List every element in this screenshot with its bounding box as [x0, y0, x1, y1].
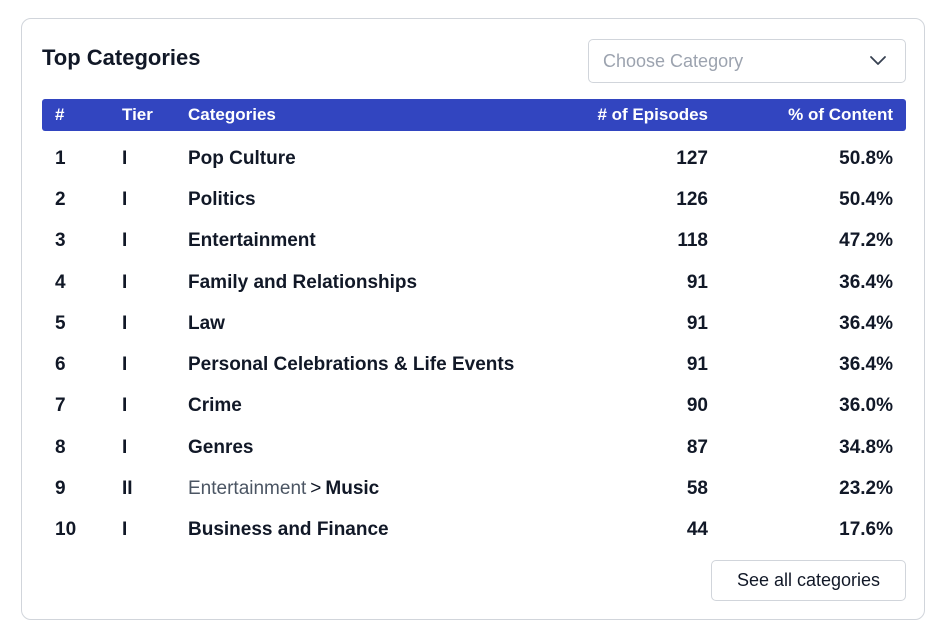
category-name: Pop Culture	[188, 147, 296, 169]
rank-cell: 7	[55, 395, 66, 417]
table-row: 4 I Family and Relationships 91 36.4%	[42, 262, 906, 303]
episodes-cell: 90	[686, 395, 708, 417]
category-cell: Politics	[188, 189, 528, 211]
table-row: 8 I Genres 87 34.8%	[42, 427, 906, 468]
category-name: Music	[325, 478, 380, 500]
table-row: 6 I Personal Celebrations & Life Events 91 3…	[42, 344, 906, 385]
percent-cell: 17.6%	[839, 519, 893, 541]
category-cell: Personal Celebrations & Life Events	[188, 354, 528, 376]
tier-cell: I	[122, 312, 128, 334]
episodes-cell: 127	[676, 147, 708, 169]
table-body: 1 I Pop Culture 127 50.8% 2 I Politics 126 50.4% 3…	[42, 131, 906, 551]
percent-cell: 36.4%	[839, 354, 893, 376]
category-cell: Family and Relationships	[188, 272, 528, 294]
category-name: Crime	[188, 395, 242, 417]
percent-cell: 23.2%	[839, 478, 893, 500]
category-name: Genres	[188, 436, 254, 458]
episodes-cell: 118	[677, 230, 708, 252]
rank-cell: 5	[55, 312, 66, 334]
category-name: Politics	[188, 188, 256, 210]
category-cell: Genres	[188, 437, 528, 459]
episodes-cell: 126	[676, 188, 708, 210]
header-percent: % of Content	[788, 105, 893, 124]
tier-cell: II	[122, 478, 133, 500]
table-header: # Tier Categories # of Episodes % of Con…	[42, 99, 906, 131]
rank-cell: 4	[55, 271, 66, 293]
tier-cell: I	[122, 519, 128, 541]
category-cell: Entertainment	[188, 230, 528, 252]
breadcrumb-separator: >	[310, 478, 322, 500]
header-tier: Tier	[122, 105, 153, 124]
tier-cell: I	[122, 436, 128, 458]
category-name: Business and Finance	[188, 519, 389, 541]
see-all-categories-button[interactable]: See all categories	[711, 560, 906, 601]
episodes-cell: 91	[686, 312, 708, 334]
header-episodes: # of Episodes	[597, 105, 708, 124]
category-cell: Crime	[188, 395, 528, 417]
rank-cell: 3	[55, 230, 66, 252]
tier-cell: I	[122, 395, 128, 417]
categories-table: # Tier Categories # of Episodes % of Con…	[42, 99, 906, 551]
header-categories: Categories	[188, 105, 276, 124]
category-name: Entertainment	[188, 230, 316, 252]
header-num: #	[55, 105, 65, 124]
table-row: 3 I Entertainment 118 47.2%	[42, 221, 906, 262]
episodes-cell: 91	[686, 271, 708, 293]
table-row: 7 I Crime 90 36.0%	[42, 386, 906, 427]
top-categories-card: Top Categories Choose Category # Tier Ca…	[21, 18, 925, 620]
table-row: 2 I Politics 126 50.4%	[42, 179, 906, 220]
table-row: 9 II Entertainment > Music 58 23.2%	[42, 468, 906, 509]
percent-cell: 36.4%	[839, 312, 893, 334]
card-title: Top Categories	[42, 45, 201, 70]
category-cell: Entertainment > Music	[188, 478, 528, 500]
tier-cell: I	[122, 354, 128, 376]
category-cell: Law	[188, 313, 528, 335]
category-cell: Pop Culture	[188, 148, 528, 170]
rank-cell: 9	[55, 478, 66, 500]
rank-cell: 1	[55, 147, 66, 169]
tier-cell: I	[122, 230, 128, 252]
percent-cell: 36.4%	[839, 271, 893, 293]
table-row: 5 I Law 91 36.4%	[42, 303, 906, 344]
rank-cell: 8	[55, 436, 66, 458]
percent-cell: 47.2%	[839, 230, 893, 252]
tier-cell: I	[122, 188, 128, 210]
category-cell: Business and Finance	[188, 519, 528, 541]
episodes-cell: 58	[686, 478, 708, 500]
choose-category-dropdown[interactable]: Choose Category	[588, 39, 906, 83]
parent-category: Entertainment	[188, 478, 307, 500]
category-name: Personal Celebrations & Life Events	[188, 354, 515, 376]
rank-cell: 6	[55, 354, 66, 376]
percent-cell: 36.0%	[839, 395, 893, 417]
chevron-down-icon	[870, 56, 886, 65]
percent-cell: 50.8%	[839, 147, 893, 169]
percent-cell: 34.8%	[839, 436, 893, 458]
table-row: 1 I Pop Culture 127 50.8%	[42, 138, 906, 179]
tier-cell: I	[122, 271, 128, 293]
episodes-cell: 87	[686, 436, 708, 458]
percent-cell: 50.4%	[839, 188, 893, 210]
category-name: Family and Relationships	[188, 271, 418, 293]
table-row: 10 I Business and Finance 44 17.6%	[42, 510, 906, 551]
episodes-cell: 44	[686, 519, 708, 541]
episodes-cell: 91	[686, 354, 708, 376]
category-name: Law	[188, 312, 225, 334]
choose-category-placeholder: Choose Category	[603, 50, 744, 71]
rank-cell: 10	[55, 519, 77, 541]
tier-cell: I	[122, 147, 128, 169]
rank-cell: 2	[55, 188, 66, 210]
